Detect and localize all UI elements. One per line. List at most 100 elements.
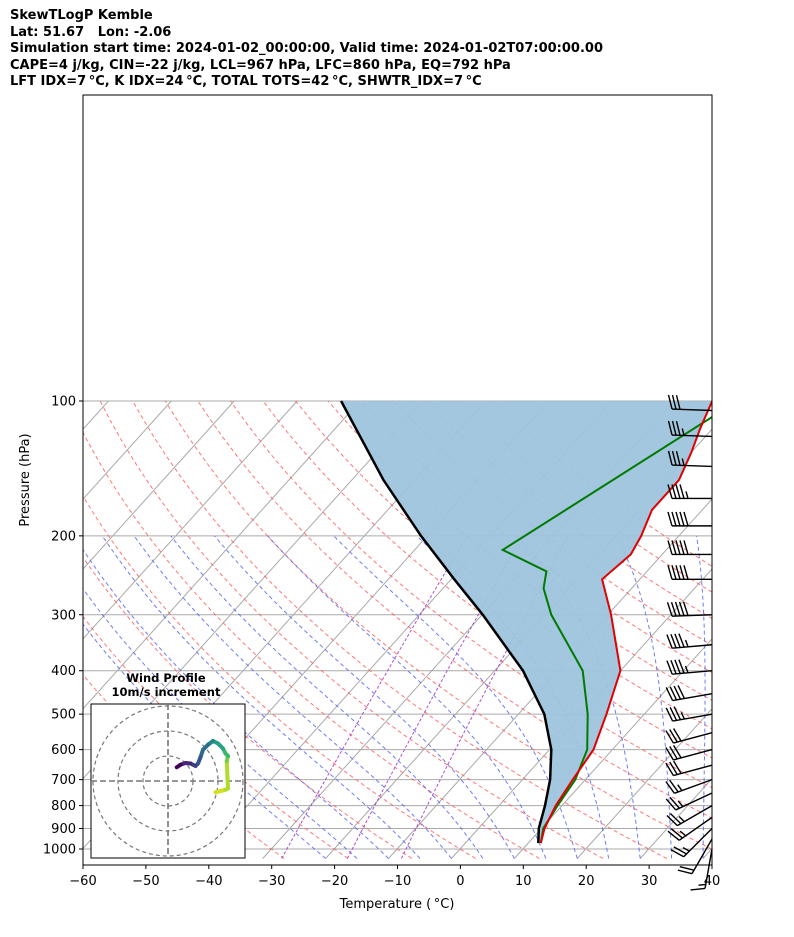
barb-feather bbox=[666, 602, 673, 617]
barb-feather bbox=[673, 745, 682, 759]
barb-staff bbox=[672, 644, 713, 649]
hodograph-plot bbox=[91, 704, 245, 858]
barb-feather bbox=[665, 747, 674, 761]
barb-staff bbox=[671, 408, 713, 412]
barb-feather bbox=[673, 760, 682, 774]
isotherm-line bbox=[451, 568, 712, 859]
barb-feather bbox=[673, 728, 682, 742]
barb-feather bbox=[678, 659, 685, 674]
barb-staff bbox=[671, 614, 713, 617]
isotherm-line bbox=[576, 708, 712, 859]
station-title: SkewTLogP Kemble bbox=[10, 8, 153, 23]
isotherm-line bbox=[83, 400, 424, 780]
axis-ticks: −60 −50 −40 −30 −20 −10 0 10 20 30 40 1000 900 800 700… bbox=[43, 395, 720, 890]
barb-feather bbox=[665, 707, 674, 722]
dry-adiabat bbox=[83, 495, 476, 859]
wind-barb bbox=[666, 804, 713, 827]
barb-half-feather bbox=[680, 712, 686, 720]
barb-feather bbox=[671, 484, 677, 499]
moist-adiabat bbox=[696, 535, 706, 859]
dry-adiabat bbox=[230, 400, 712, 789]
barb-feather bbox=[665, 781, 675, 794]
wind-barb bbox=[690, 848, 713, 891]
mixing-ratio-line bbox=[346, 535, 524, 859]
barb-half-feather bbox=[681, 458, 685, 466]
y-tick-label: 900 bbox=[51, 822, 76, 837]
wind-barb bbox=[665, 706, 713, 722]
barb-feather bbox=[673, 846, 687, 855]
x-tick-label: −40 bbox=[195, 874, 222, 889]
barb-feather bbox=[690, 887, 706, 891]
x-tick-label: −20 bbox=[321, 874, 348, 889]
x-tick-label: −10 bbox=[384, 874, 411, 889]
barb-feather bbox=[665, 762, 674, 776]
mixing-ratio-line bbox=[281, 535, 468, 859]
barb-feather bbox=[675, 484, 681, 499]
barb-feather bbox=[671, 565, 677, 580]
barb-feather bbox=[670, 828, 683, 839]
lat-lon: Lat: 51.67 Lon: -2.06 bbox=[10, 24, 172, 40]
isotherm-line bbox=[639, 777, 712, 859]
x-tick-label: −60 bbox=[69, 874, 96, 889]
barb-feather bbox=[683, 565, 689, 580]
barb-half-feather bbox=[681, 428, 685, 436]
barb-feather bbox=[671, 394, 677, 410]
stability-indices-2: LFT IDX=7 °C, K IDX=24 °C, TOTAL TOTS=42… bbox=[10, 74, 482, 89]
barb-feather bbox=[679, 865, 695, 871]
wind-barb bbox=[677, 838, 713, 875]
wind-barb bbox=[665, 745, 713, 761]
wind-barb bbox=[670, 828, 713, 858]
barb-feather bbox=[683, 511, 689, 527]
dry-adiabat bbox=[425, 400, 712, 619]
wind-barb bbox=[667, 540, 712, 556]
barb-half-feather bbox=[684, 665, 689, 674]
x-tick-label: 0 bbox=[456, 874, 464, 889]
moist-adiabat bbox=[101, 535, 421, 859]
y-tick-label: 600 bbox=[51, 743, 76, 758]
barb-feather bbox=[673, 685, 682, 700]
isotherm-line bbox=[83, 400, 235, 570]
wind-barb bbox=[665, 685, 713, 702]
barb-feather bbox=[674, 659, 681, 674]
moist-adiabat bbox=[133, 535, 452, 859]
barb-staff bbox=[678, 816, 713, 841]
barb-half-feather bbox=[679, 830, 687, 837]
barb-feather bbox=[669, 746, 678, 760]
wind-barb bbox=[666, 601, 713, 617]
barb-feather bbox=[678, 601, 685, 616]
barb-feather bbox=[667, 511, 673, 527]
wind-barb bbox=[667, 450, 713, 468]
wind-barb bbox=[665, 760, 713, 777]
barb-staff bbox=[673, 748, 713, 761]
barb-staff bbox=[691, 838, 713, 875]
barb-feather bbox=[667, 540, 673, 555]
isotherm-line bbox=[83, 400, 172, 500]
barb-feather bbox=[675, 511, 681, 527]
x-tick-label: −30 bbox=[258, 874, 285, 889]
barb-feather bbox=[667, 394, 673, 410]
wind-barb bbox=[667, 511, 712, 527]
barb-feather bbox=[671, 540, 677, 555]
chart-header: SkewTLogP Kemble Lat: 51.67 Lon: -2.06 S… bbox=[10, 8, 603, 91]
y-tick-label: 500 bbox=[51, 708, 76, 723]
wind-barb bbox=[667, 816, 713, 841]
barb-staff bbox=[672, 713, 713, 722]
barb-staff bbox=[671, 464, 713, 468]
barb-feather bbox=[675, 451, 681, 466]
barb-feather bbox=[671, 450, 677, 466]
moist-adiabat bbox=[170, 535, 484, 859]
barb-feather bbox=[679, 511, 685, 527]
barb-feather bbox=[667, 830, 680, 841]
barb-staff bbox=[671, 434, 713, 438]
barb-feather bbox=[675, 565, 681, 580]
barb-half-feather bbox=[677, 784, 683, 791]
barb-feather bbox=[665, 798, 677, 811]
wind-barb bbox=[666, 633, 713, 649]
barb-feather bbox=[670, 849, 685, 858]
cape-area bbox=[341, 401, 712, 844]
time-info: Simulation start time: 2024-01-02_00:00:… bbox=[10, 41, 603, 56]
barb-feather bbox=[669, 779, 679, 793]
barb-half-feather bbox=[684, 639, 689, 648]
